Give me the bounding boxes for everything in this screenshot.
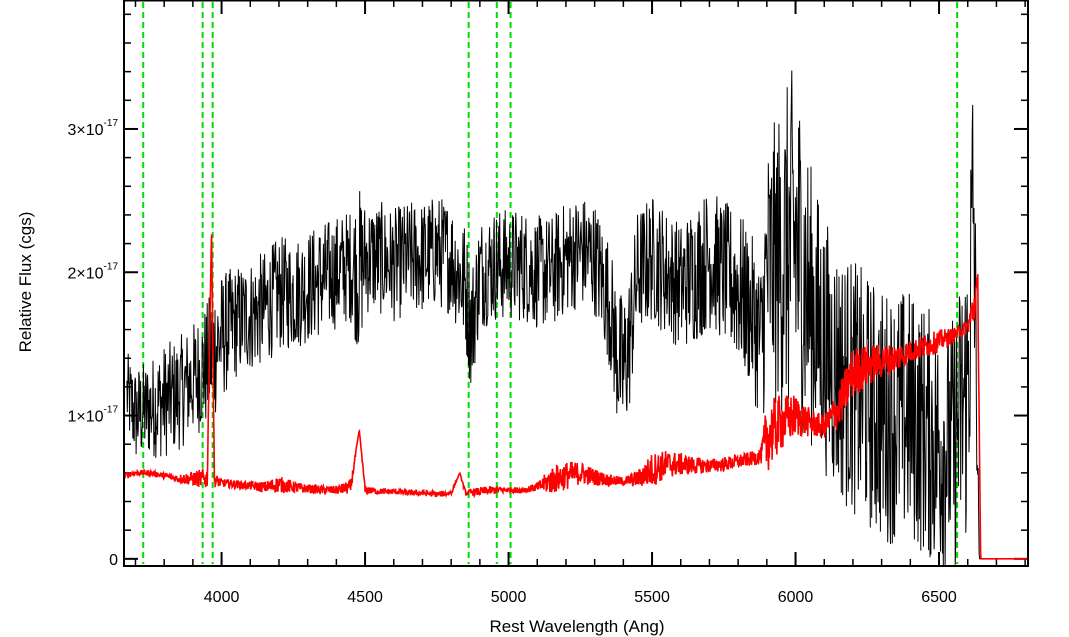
y-tick-label: 3×10-17 (68, 118, 119, 139)
x-tick-label: 4000 (204, 589, 240, 606)
model-spectrum-line (125, 234, 1027, 560)
x-tick-labels: 4000 4500 5000 5500 6000 6500 (204, 589, 957, 606)
y-axis-label: Relative Flux (cgs) (16, 212, 35, 353)
series-group (125, 70, 1027, 565)
observed-spectrum-line (126, 70, 982, 565)
x-tick-label: 6500 (921, 589, 957, 606)
x-tick-label: 4500 (347, 589, 383, 606)
y-tick-labels: 0 1×10-17 2×10-17 3×10-17 (68, 118, 119, 569)
y-tick-label: 1×10-17 (68, 405, 119, 426)
x-tick-label: 5500 (634, 589, 670, 606)
y-tick-label: 0 (109, 552, 118, 569)
y-tick-label: 2×10-17 (68, 261, 119, 282)
plot-frame (123, 0, 1029, 567)
x-axis-label: Rest Wavelength (Ang) (489, 617, 664, 636)
x-tick-label: 6000 (778, 589, 814, 606)
plot-border (123, 0, 1029, 567)
x-tick-label: 5000 (491, 589, 527, 606)
